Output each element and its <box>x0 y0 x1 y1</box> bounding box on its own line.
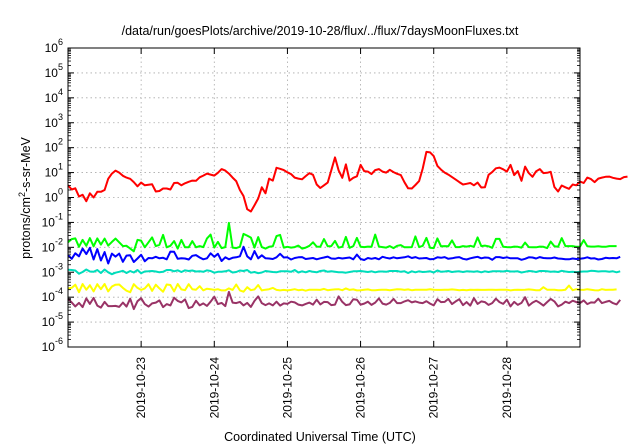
x-tick-labels: 2019-10-23 2019-10-24 2019-10-25 2019-10-26… <box>134 357 514 419</box>
tick-marks <box>68 47 580 348</box>
series-line-2 <box>67 221 617 253</box>
y-axis-label: protons/cm2-s-sr-MeV <box>17 136 33 258</box>
y-tick-label: 104 <box>45 87 63 105</box>
series-line-6 <box>67 290 621 311</box>
y-tick-label: 10-4 <box>42 286 63 304</box>
y-tick-label: 10-5 <box>42 311 63 329</box>
y-tick-label: 106 <box>45 37 63 55</box>
y-axis-label-rest: -s-sr-MeV <box>19 136 33 192</box>
series-line-5 <box>67 283 617 294</box>
grid-lines <box>68 48 580 347</box>
series-group <box>67 150 628 311</box>
y-axis-label-sup: 2 <box>17 192 27 197</box>
series-line-3 <box>67 245 621 265</box>
y-tick-labels: 10-6 10-5 10-4 10-3 10-2 10-1 100 101 102 103 104 1… <box>42 37 63 354</box>
y-tick-label: 10-2 <box>42 236 63 254</box>
x-tick-label: 2019-10-28 <box>500 357 514 419</box>
y-tick-label: 10-6 <box>42 336 63 354</box>
chart-title: /data/run/goesPlots/archive/2019-10-28/f… <box>122 24 519 38</box>
y-tick-label: 10-1 <box>42 211 63 229</box>
x-tick-label: 2019-10-26 <box>354 357 368 419</box>
x-axis-label: Coordinated Universal Time (UTC) <box>224 430 416 444</box>
y-tick-label: 10-3 <box>42 261 63 279</box>
x-tick-label: 2019-10-23 <box>134 357 148 419</box>
y-tick-label: 102 <box>45 137 63 155</box>
series-line-4 <box>67 268 621 276</box>
y-tick-label: 105 <box>45 62 63 80</box>
series-line-1 <box>67 150 628 213</box>
y-tick-label: 103 <box>45 112 63 130</box>
y-axis-label-main: protons/cm <box>19 197 33 259</box>
x-tick-label: 2019-10-25 <box>280 357 294 419</box>
x-tick-label: 2019-10-27 <box>427 357 441 419</box>
x-tick-label: 2019-10-24 <box>207 357 221 419</box>
y-tick-label: 100 <box>45 187 63 205</box>
y-tick-label: 101 <box>45 162 63 180</box>
